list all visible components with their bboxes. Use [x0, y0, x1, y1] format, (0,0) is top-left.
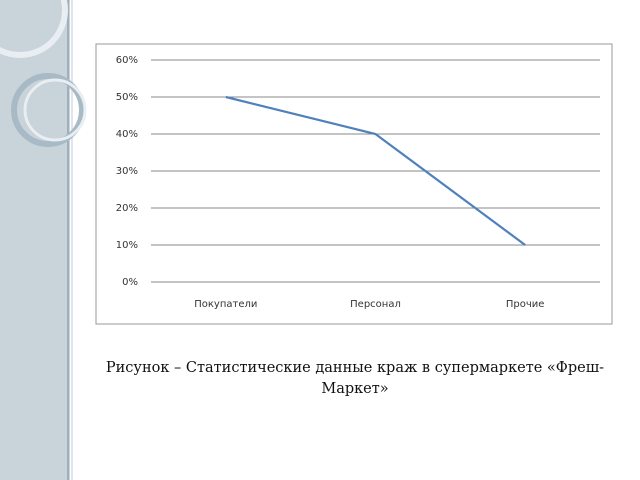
data-line — [225, 95, 526, 246]
y-tick-label: 10% — [116, 240, 138, 251]
y-tick-label: 30% — [116, 166, 138, 177]
x-tick-label: Персонал — [350, 299, 401, 310]
y-tick-label: 20% — [116, 203, 138, 214]
decor-circle — [0, 0, 68, 58]
decor-circle — [23, 78, 87, 142]
y-tick-label: 0% — [122, 277, 138, 288]
x-tick-label: Покупатели — [194, 299, 257, 310]
side-decoration — [0, 0, 70, 480]
x-tick-label: Прочие — [506, 299, 545, 310]
decor-circle — [11, 73, 85, 147]
y-tick-label: 40% — [116, 129, 138, 140]
chart-frame — [95, 43, 613, 325]
y-tick-label: 60% — [116, 55, 138, 66]
y-tick-label: 50% — [116, 92, 138, 103]
caption: Рисунок – Статистические данные краж в с… — [105, 360, 605, 397]
